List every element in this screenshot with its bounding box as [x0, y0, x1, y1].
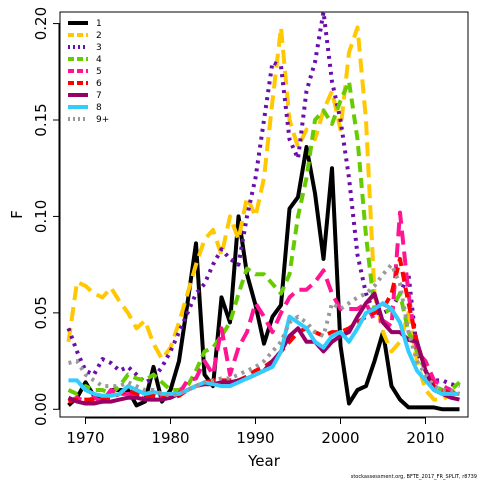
legend-label: 7 [96, 91, 102, 101]
x-axis: 1970 1980 1990 2000 2010 [66, 417, 445, 447]
credit-text: stockassessment.org, BFTE_2017_FR_SPLIT,… [351, 474, 477, 480]
y-axis: 0.00 0.05 0.10 0.15 0.20 [32, 7, 60, 426]
plot-area-frame [59, 11, 469, 418]
y-tick-label: 0.20 [32, 7, 50, 40]
legend-label: 6 [96, 79, 102, 89]
legend-label: 8 [96, 103, 102, 113]
legend-label: 1 [96, 19, 102, 29]
legend: 1 2 3 4 5 6 7 8 9+ [68, 19, 109, 125]
x-tick-label: 2010 [406, 429, 444, 447]
y-tick-label: 0.05 [32, 296, 50, 329]
x-tick-label: 2000 [321, 429, 359, 447]
x-axis-title: Year [247, 452, 281, 470]
series-line-9plus [68, 262, 461, 398]
legend-label: 5 [96, 67, 102, 77]
legend-label: 2 [96, 31, 102, 41]
plot-border [59, 11, 469, 418]
series-line-1 [67, 145, 460, 412]
y-tick-label: 0.10 [32, 200, 50, 233]
series-line-2 [66, 25, 461, 402]
series-line-8 [68, 301, 460, 398]
series-layer [66, 10, 461, 412]
legend-label: 9+ [96, 115, 109, 125]
x-tick-label: 1970 [66, 429, 104, 447]
x-tick-label: 1990 [236, 429, 274, 447]
y-axis-title: F [8, 210, 26, 219]
y-tick-label: 0.00 [32, 393, 50, 426]
series-line-4 [67, 79, 461, 396]
legend-label: 4 [96, 55, 102, 65]
legend-label: 3 [96, 43, 102, 53]
series-line-6 [68, 256, 460, 404]
x-tick-label: 1980 [151, 429, 189, 447]
y-tick-label: 0.15 [32, 103, 50, 136]
